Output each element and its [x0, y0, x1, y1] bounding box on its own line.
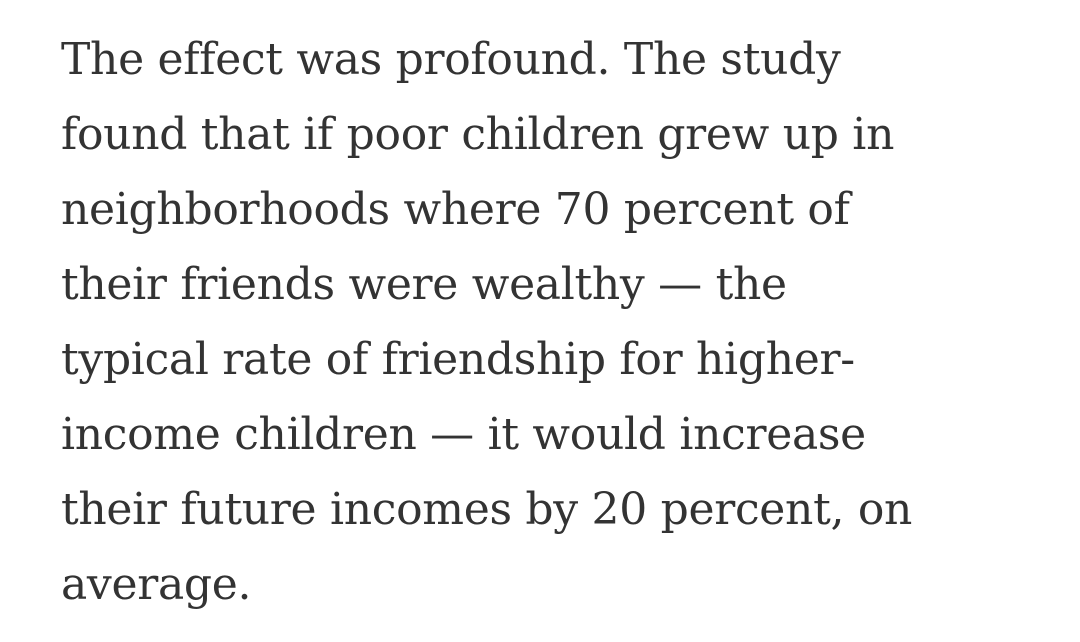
text-line: found that if poor children grew up in	[61, 109, 895, 160]
text-line: their future incomes by 20 percent, on	[61, 484, 913, 535]
text-line: their friends were wealthy — the	[61, 259, 787, 310]
article-paragraph: The effect was profound. The study found …	[61, 22, 912, 622]
text-line: neighborhoods where 70 percent of	[61, 184, 850, 235]
text-line: The effect was profound. The study	[61, 34, 841, 85]
text-line: average.	[61, 559, 252, 610]
text-line: typical rate of friendship for higher-	[61, 334, 855, 385]
text-line: income children — it would increase	[61, 409, 866, 460]
